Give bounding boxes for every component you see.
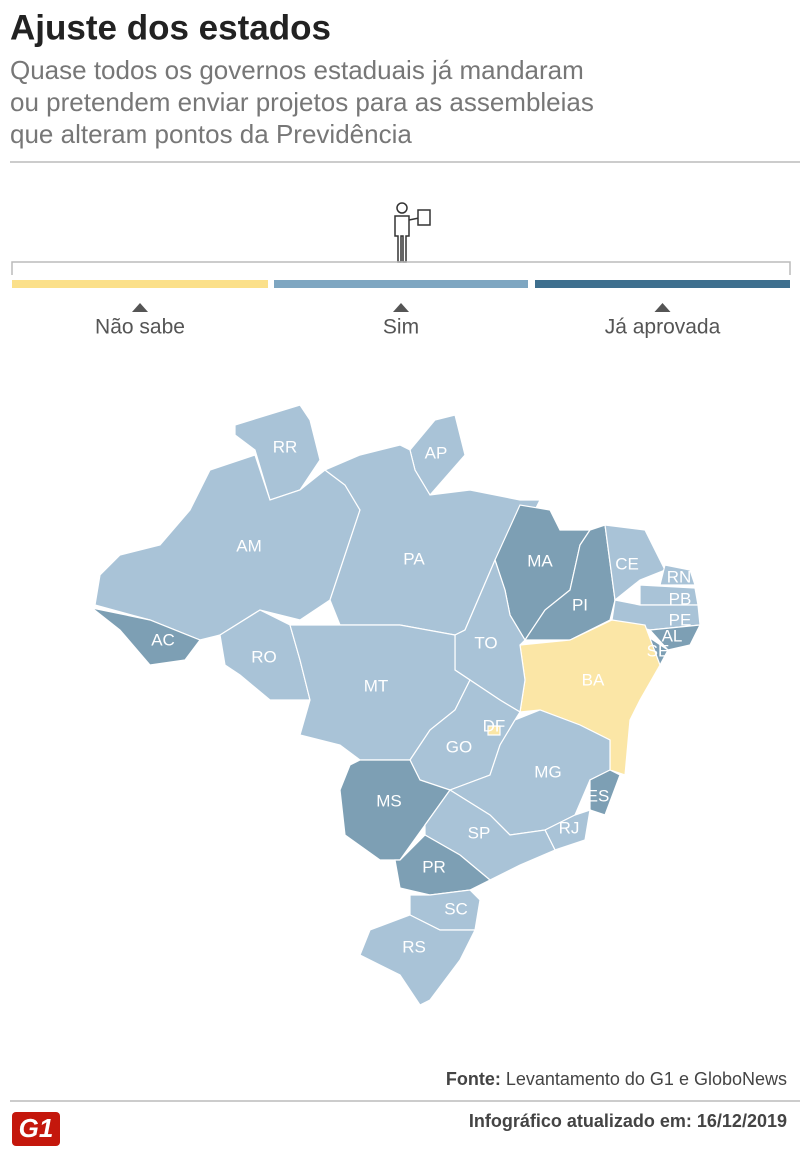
state bbox=[648, 624, 702, 651]
state bbox=[519, 619, 661, 776]
legend-bar bbox=[12, 280, 268, 288]
state bbox=[91, 607, 201, 666]
state-label: PA bbox=[403, 549, 425, 568]
state-label: AM bbox=[236, 536, 262, 555]
state-label: SE bbox=[647, 641, 670, 660]
legend-label: Sim bbox=[383, 316, 419, 339]
state-label: SC bbox=[444, 899, 468, 918]
legend: Não sabe Sim Já aprovada bbox=[12, 280, 790, 339]
state-label: RJ bbox=[559, 818, 580, 837]
state-label: BA bbox=[582, 670, 605, 689]
state bbox=[424, 789, 556, 881]
state-label: GO bbox=[446, 737, 472, 756]
state-label: MS bbox=[376, 791, 402, 810]
state-label: RO bbox=[251, 647, 277, 666]
state-label: AC bbox=[151, 630, 175, 649]
state-label: PR bbox=[422, 857, 446, 876]
subtitle: ou pretendem enviar projetos para as ass… bbox=[10, 87, 594, 117]
state-label: MT bbox=[364, 676, 389, 695]
legend-pointer bbox=[654, 303, 671, 312]
title: Ajuste dos estados bbox=[10, 8, 331, 47]
updated: Infográfico atualizado em: 16/12/2019 bbox=[469, 1111, 787, 1131]
scale-bracket bbox=[11, 261, 791, 275]
state bbox=[659, 564, 696, 586]
source-text: Levantamento do G1 e GloboNews bbox=[506, 1069, 787, 1089]
logo: G1 bbox=[19, 1113, 54, 1143]
legend-pointer bbox=[132, 303, 148, 312]
state-label: PI bbox=[572, 595, 588, 614]
state-label: DF bbox=[483, 716, 506, 735]
state-label: AP bbox=[425, 443, 448, 462]
legend-pointer bbox=[393, 303, 409, 312]
state-label: MA bbox=[527, 551, 553, 570]
state-label: AL bbox=[662, 626, 683, 645]
legend-bar bbox=[274, 280, 528, 288]
state bbox=[359, 914, 476, 1006]
subtitle: Quase todos os governos estaduais já man… bbox=[10, 55, 584, 85]
legend-bar bbox=[535, 280, 790, 288]
state-label: RR bbox=[273, 437, 298, 456]
person-icon bbox=[394, 202, 431, 263]
state bbox=[487, 725, 501, 736]
subtitle: que alteram pontos da Previdência bbox=[10, 119, 412, 149]
state-label: ES bbox=[587, 786, 610, 805]
state-label: RN bbox=[667, 567, 692, 586]
state-label: PB bbox=[669, 589, 692, 608]
state bbox=[604, 524, 666, 602]
state-label: TO bbox=[474, 633, 497, 652]
source: Fonte: Levantamento do G1 e GloboNews bbox=[446, 1069, 787, 1089]
logo-box bbox=[12, 1112, 60, 1146]
state-label: MG bbox=[534, 762, 561, 781]
state bbox=[589, 769, 621, 816]
legend-label: Não sabe bbox=[95, 316, 185, 339]
state-label: PE bbox=[669, 610, 692, 629]
state-label: SP bbox=[468, 823, 491, 842]
state-label: CE bbox=[615, 554, 639, 573]
source-label: Fonte: bbox=[446, 1069, 501, 1089]
legend-label: Já aprovada bbox=[605, 316, 721, 339]
state-label: RS bbox=[402, 937, 426, 956]
